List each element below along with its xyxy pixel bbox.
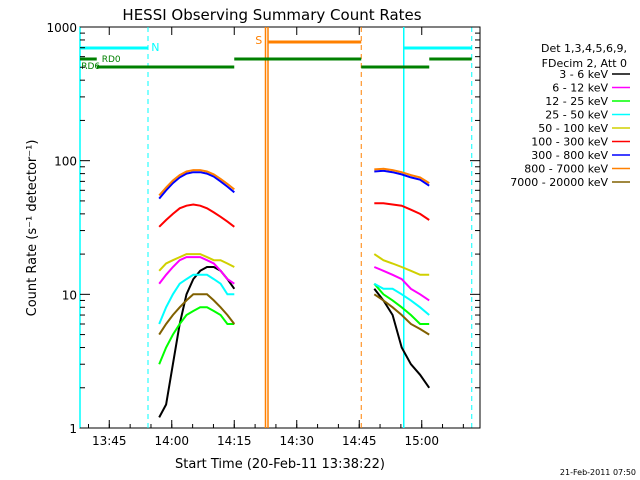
series-line bbox=[158, 306, 235, 365]
x-tick-label: 14:45 bbox=[342, 434, 377, 448]
series-line bbox=[158, 293, 236, 336]
x-tick-label: 14:30 bbox=[279, 434, 314, 448]
legend-entry-label: 800 - 7000 keV bbox=[524, 163, 608, 176]
series-line bbox=[373, 288, 431, 389]
legend-entry-label: 7000 - 20000 keV bbox=[510, 176, 608, 189]
series-line bbox=[374, 167, 430, 184]
legend-entry-label: 100 - 300 keV bbox=[531, 136, 608, 149]
series-line bbox=[158, 256, 235, 285]
legend-entry-label: 50 - 100 keV bbox=[538, 122, 608, 135]
y-tick-label: 10 bbox=[62, 288, 77, 302]
legend: Det 1,3,4,5,6,9, FDecim 2, Att 03 - 6 keV… bbox=[510, 42, 630, 189]
x-tick-label: 14:00 bbox=[154, 434, 189, 448]
series-line bbox=[158, 169, 235, 197]
x-tick-label: 13:45 bbox=[92, 434, 127, 448]
axes-group: 13:45 14:00 14:15 14:30 14:45 15:00 1 10 100 1000 bbox=[46, 21, 480, 448]
chart-title: HESSI Observing Summary Count Rates bbox=[122, 6, 421, 24]
series-line bbox=[158, 253, 235, 272]
plot-frame bbox=[79, 26, 481, 429]
series-line bbox=[373, 266, 430, 302]
series-line bbox=[373, 282, 430, 316]
flag-label: RD6 bbox=[81, 62, 100, 72]
x-axis-label: Start Time (20-Feb-11 13:38:22) bbox=[175, 457, 385, 472]
flag-label: S bbox=[255, 34, 262, 47]
series-line bbox=[158, 203, 235, 228]
y-tick-label: 1 bbox=[69, 422, 77, 436]
series-line bbox=[373, 253, 430, 276]
series-line bbox=[158, 273, 235, 325]
series-line bbox=[158, 266, 236, 418]
legend-entry-label: 25 - 50 keV bbox=[545, 109, 608, 122]
legend-header: FDecim 2, Att 0 bbox=[542, 57, 627, 70]
series-line bbox=[373, 293, 430, 336]
flag-label: N bbox=[151, 41, 159, 54]
footer-date: 21-Feb-2011 07:50 bbox=[560, 468, 636, 477]
series-line bbox=[374, 202, 430, 221]
legend-entry-label: 3 - 6 keV bbox=[559, 68, 608, 81]
x-tick-label: 14:15 bbox=[217, 434, 252, 448]
y-tick-label: 100 bbox=[54, 155, 77, 169]
series-line bbox=[373, 283, 430, 325]
series-line bbox=[374, 169, 430, 187]
flag-label: RD0 bbox=[102, 55, 121, 65]
x-tick-label: 15:00 bbox=[404, 434, 439, 448]
legend-entry-label: 12 - 25 keV bbox=[545, 95, 608, 108]
legend-entry-label: 6 - 12 keV bbox=[552, 82, 608, 95]
y-tick-label: 1000 bbox=[46, 21, 77, 35]
legend-header: Det 1,3,4,5,6,9, bbox=[541, 42, 627, 55]
y-axis-label: Count Rate (s⁻¹ detector⁻¹) bbox=[25, 140, 40, 317]
legend-entry-label: 300 - 800 keV bbox=[531, 149, 608, 162]
series-line bbox=[158, 171, 235, 200]
series-group bbox=[158, 167, 431, 418]
